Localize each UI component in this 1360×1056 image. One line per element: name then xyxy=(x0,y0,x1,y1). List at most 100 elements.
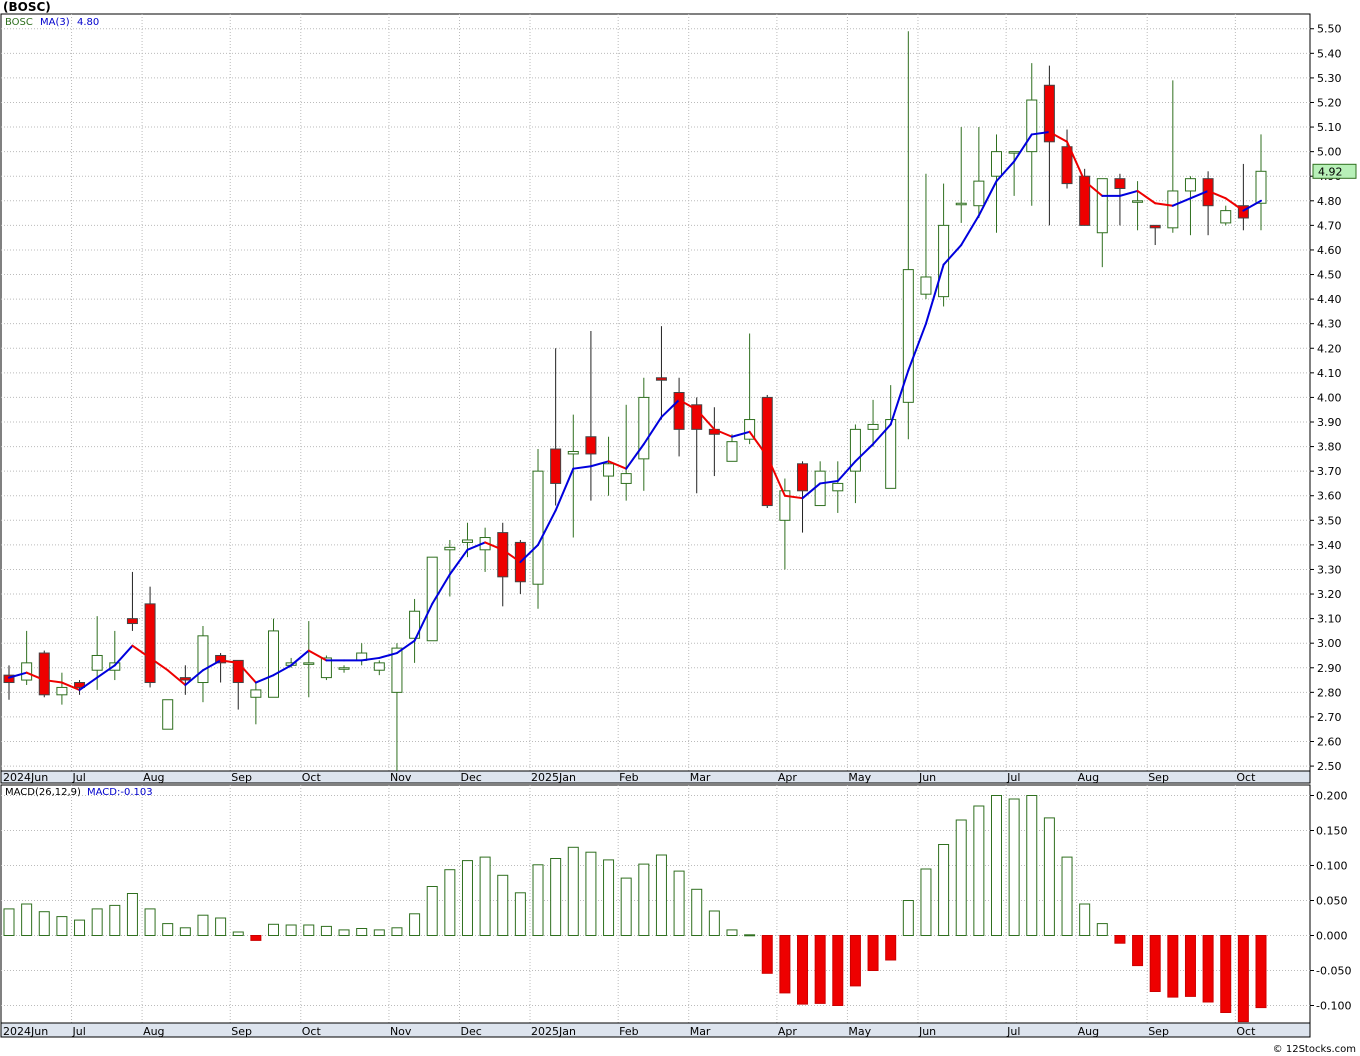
ma-segment xyxy=(448,548,469,576)
candle-body xyxy=(885,419,897,489)
ma-segment xyxy=(713,428,733,438)
macd-bar xyxy=(620,877,632,936)
ma-segment xyxy=(237,661,257,684)
candle-body xyxy=(444,546,456,551)
candle xyxy=(232,659,244,710)
ma-segment xyxy=(254,674,275,684)
candle-body xyxy=(902,269,914,403)
ma-segment xyxy=(60,681,81,691)
macd-tick-label: -0.100 xyxy=(1316,1000,1351,1013)
macd-bar xyxy=(461,860,473,936)
candle-body xyxy=(655,377,667,381)
candle xyxy=(21,630,33,685)
ma-segment xyxy=(1118,189,1139,197)
month-label: Nov xyxy=(390,771,412,784)
ma-segment xyxy=(378,652,398,659)
macd-bar xyxy=(955,819,967,936)
month-label: Aug xyxy=(143,771,164,784)
candle-body xyxy=(461,539,473,543)
macd-bar xyxy=(638,863,650,936)
legend-macd-label: MACD(26,12,9) xyxy=(5,787,81,798)
candle xyxy=(268,618,280,698)
candle-body xyxy=(179,677,191,681)
candle-body xyxy=(867,423,879,430)
candle-body xyxy=(144,603,156,684)
candle xyxy=(109,630,121,681)
price-tick-label: 5.00 xyxy=(1317,146,1342,159)
macd-bar xyxy=(109,904,121,937)
price-tick-label: 2.90 xyxy=(1317,662,1342,675)
macd-bar xyxy=(726,929,738,937)
macd-bar xyxy=(285,924,297,936)
macd-tick-label: 0.050 xyxy=(1316,895,1348,908)
candlesticks xyxy=(3,31,1267,771)
candle xyxy=(426,556,438,642)
candle-body xyxy=(215,654,227,664)
candle xyxy=(1184,176,1196,236)
macd-bar xyxy=(268,923,280,936)
macd-bar xyxy=(479,856,491,936)
candle xyxy=(849,424,861,504)
price-tick-label: 3.30 xyxy=(1317,563,1342,576)
price-axis-ticks: 2.50 2.60 2.70 2.80 2.90 3.00 3.10 3.20 3.30 3.40… xyxy=(1310,23,1342,773)
ma-segment xyxy=(1030,130,1051,136)
candle-body xyxy=(250,689,262,698)
ma-segment xyxy=(977,180,998,217)
candle xyxy=(603,436,615,496)
macd-bar xyxy=(338,929,350,937)
candle xyxy=(832,461,844,513)
candle-body xyxy=(409,610,421,639)
candle xyxy=(303,621,315,698)
macd-bar xyxy=(320,925,332,937)
candle-body xyxy=(197,635,209,684)
price-tick-label: 4.70 xyxy=(1317,219,1342,232)
candle-body xyxy=(1061,146,1073,185)
month-label: Feb xyxy=(619,1025,638,1038)
ma-segment xyxy=(501,548,522,564)
candle-body xyxy=(426,556,438,642)
macd-axis-ticks: -0.100 -0.050 0.000 0.050 0.100 0.150 0.200 xyxy=(1310,790,1351,1013)
macd-bar xyxy=(832,935,844,1006)
candle xyxy=(532,449,544,609)
ma-segment xyxy=(537,509,557,546)
candle-body xyxy=(126,618,138,625)
ma-segment xyxy=(819,479,839,485)
chart-title: (BOSC) xyxy=(3,0,51,14)
macd-bar xyxy=(162,923,174,936)
month-label: Oct xyxy=(302,1025,322,1038)
ma-segment xyxy=(1224,197,1245,212)
ma-segment xyxy=(219,659,240,664)
candle-body xyxy=(109,662,121,671)
candle-body xyxy=(1167,190,1179,229)
macd-bar xyxy=(761,935,773,974)
ma-segment xyxy=(8,671,28,679)
candle-body xyxy=(567,450,579,455)
macd-tick-label: 0.000 xyxy=(1316,930,1348,943)
price-tick-label: 3.80 xyxy=(1317,441,1342,454)
ma-segment xyxy=(801,482,822,500)
candle-body xyxy=(1008,151,1020,154)
macd-bar xyxy=(867,935,879,971)
candle xyxy=(373,660,385,676)
ma-segment xyxy=(96,664,116,679)
candle-body xyxy=(91,654,103,671)
candle-body xyxy=(1237,205,1249,219)
macd-bar xyxy=(603,859,615,937)
candle-body xyxy=(1184,178,1196,192)
macd-bar xyxy=(655,854,667,936)
candle-body xyxy=(849,428,861,472)
candle xyxy=(1079,168,1091,226)
ma-segment xyxy=(431,573,451,605)
month-label: Feb xyxy=(619,771,638,784)
candle-body xyxy=(814,470,826,507)
ma-segment xyxy=(572,465,592,470)
candle-body xyxy=(673,392,685,430)
candle-body xyxy=(955,202,967,206)
month-label: Mar xyxy=(690,1025,711,1038)
ma-segment xyxy=(995,160,1016,183)
macd-bar xyxy=(779,935,791,994)
candle-body xyxy=(1026,99,1038,153)
ma-segment xyxy=(166,669,187,686)
candle-body xyxy=(1220,210,1232,224)
